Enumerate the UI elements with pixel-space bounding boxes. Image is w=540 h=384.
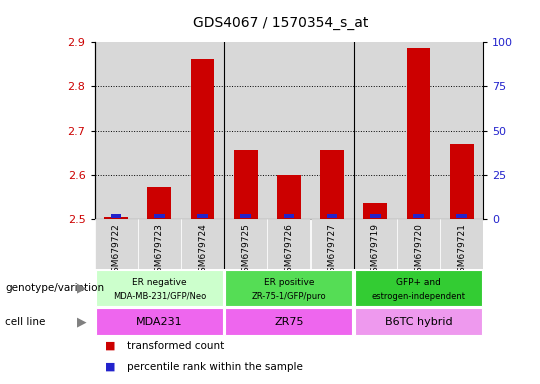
Bar xyxy=(310,42,354,219)
Bar xyxy=(354,219,397,269)
Text: genotype/variation: genotype/variation xyxy=(5,283,105,293)
Bar xyxy=(96,308,223,335)
Bar xyxy=(456,214,467,218)
Bar xyxy=(450,144,474,219)
Bar xyxy=(440,219,483,269)
Bar xyxy=(407,48,430,219)
Bar xyxy=(225,270,353,306)
Text: GSM679723: GSM679723 xyxy=(155,223,164,278)
Bar xyxy=(234,151,258,219)
Text: ZR-75-1/GFP/puro: ZR-75-1/GFP/puro xyxy=(252,292,326,301)
Bar xyxy=(138,42,181,219)
Text: estrogen-independent: estrogen-independent xyxy=(372,292,465,301)
Bar xyxy=(397,219,440,269)
Bar xyxy=(320,151,344,219)
Bar xyxy=(240,214,251,218)
Bar xyxy=(224,42,267,219)
Bar xyxy=(397,42,440,219)
Text: ZR75: ZR75 xyxy=(274,316,303,327)
Text: GSM679720: GSM679720 xyxy=(414,223,423,278)
Text: GSM679719: GSM679719 xyxy=(371,223,380,278)
Text: ER negative: ER negative xyxy=(132,278,187,287)
Bar xyxy=(413,214,424,218)
Text: ▶: ▶ xyxy=(77,315,86,328)
Bar xyxy=(94,219,138,269)
Bar xyxy=(267,42,310,219)
Bar xyxy=(181,42,224,219)
Bar xyxy=(370,214,381,218)
Bar xyxy=(327,214,338,218)
Bar xyxy=(310,219,354,269)
Text: GDS4067 / 1570354_s_at: GDS4067 / 1570354_s_at xyxy=(193,16,368,30)
Bar xyxy=(104,217,128,219)
Text: ER positive: ER positive xyxy=(264,278,314,287)
Bar xyxy=(147,187,171,219)
Text: MDA231: MDA231 xyxy=(136,316,183,327)
Bar xyxy=(96,270,223,306)
Bar xyxy=(197,214,208,218)
Text: ■: ■ xyxy=(105,362,116,372)
Bar xyxy=(191,59,214,219)
Text: MDA-MB-231/GFP/Neo: MDA-MB-231/GFP/Neo xyxy=(113,292,206,301)
Bar xyxy=(284,214,294,218)
Bar xyxy=(355,308,482,335)
Text: B6TC hybrid: B6TC hybrid xyxy=(384,316,453,327)
Bar xyxy=(277,175,301,219)
Text: GSM679722: GSM679722 xyxy=(112,223,120,278)
Bar xyxy=(181,219,224,269)
Bar xyxy=(354,42,397,219)
Bar xyxy=(363,204,387,219)
Text: GSM679726: GSM679726 xyxy=(285,223,293,278)
Bar xyxy=(355,270,482,306)
Bar xyxy=(111,214,122,218)
Bar xyxy=(154,214,165,218)
Text: GSM679724: GSM679724 xyxy=(198,223,207,278)
Text: GSM679725: GSM679725 xyxy=(241,223,250,278)
Text: cell line: cell line xyxy=(5,316,46,327)
Text: GSM679727: GSM679727 xyxy=(328,223,336,278)
Text: transformed count: transformed count xyxy=(127,341,224,351)
Text: GFP+ and: GFP+ and xyxy=(396,278,441,287)
Text: percentile rank within the sample: percentile rank within the sample xyxy=(127,362,303,372)
Text: ▶: ▶ xyxy=(77,281,86,295)
Bar xyxy=(138,219,181,269)
Bar xyxy=(225,308,353,335)
Text: GSM679721: GSM679721 xyxy=(457,223,466,278)
Bar xyxy=(224,219,267,269)
Bar xyxy=(94,42,138,219)
Text: ■: ■ xyxy=(105,341,116,351)
Bar xyxy=(440,42,483,219)
Bar xyxy=(267,219,310,269)
